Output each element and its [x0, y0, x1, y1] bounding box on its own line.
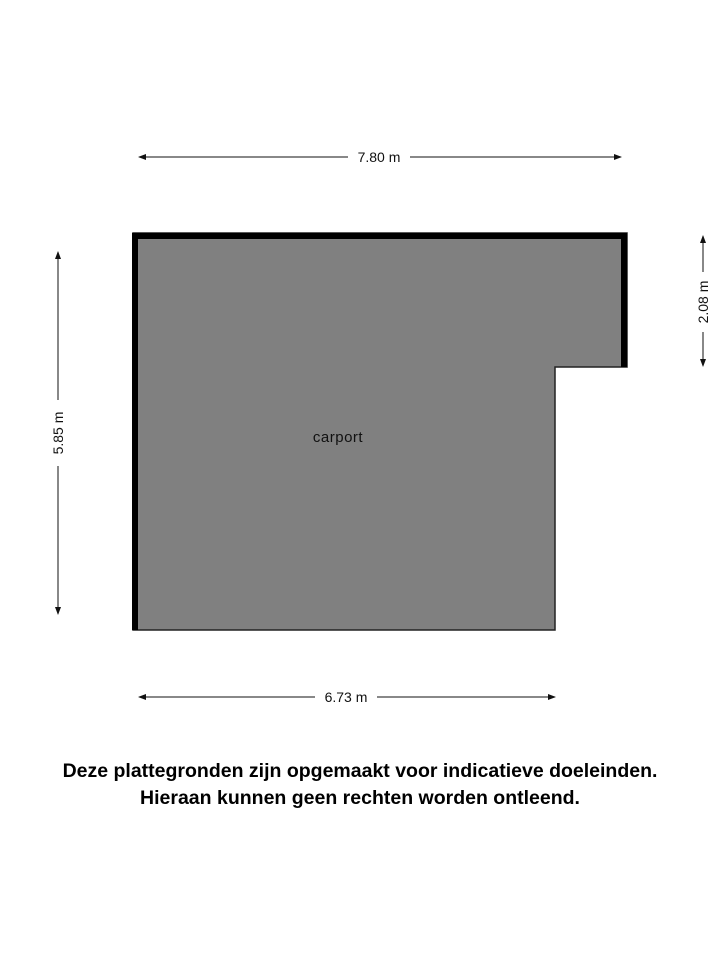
disclaimer-line-1: Deze plattegronden zijn opgemaakt voor i… — [62, 760, 658, 782]
disclaimer: Deze plattegronden zijn opgemaakt voor i… — [0, 758, 720, 812]
disclaimer-line-2: Hieraan kunnen geen rechten worden ontle… — [140, 787, 580, 809]
wall — [132, 233, 627, 630]
room-label-carport: carport — [313, 429, 364, 446]
dimension-left-height: 5.85 m — [50, 412, 66, 455]
dimension-top-width: 7.80 m — [358, 149, 401, 165]
dimension-bottom-width: 6.73 m — [325, 689, 368, 705]
dimension-right-height: 2.08 m — [695, 281, 711, 324]
carport-floor — [132, 232, 628, 631]
